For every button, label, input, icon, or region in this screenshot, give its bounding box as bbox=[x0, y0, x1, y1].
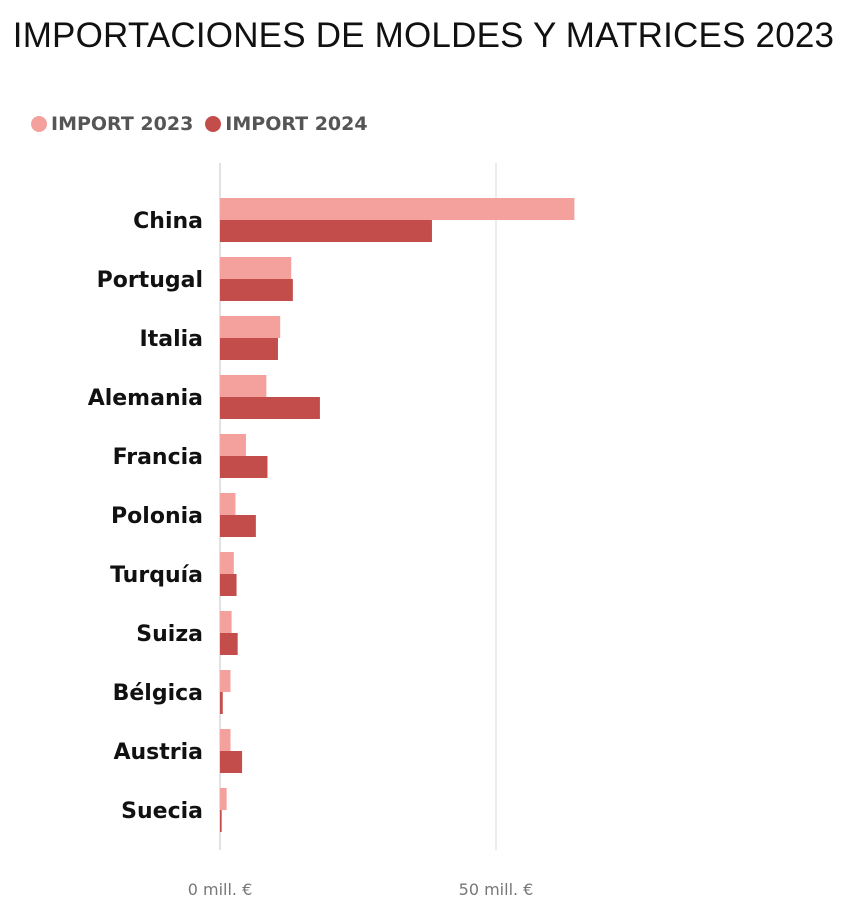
bar-suecia-import-2024 bbox=[220, 810, 222, 832]
bar-belgica-import-2024 bbox=[220, 692, 223, 714]
category-label-suiza: Suiza bbox=[136, 622, 203, 647]
chart-title: IMPORTACIONES DE MOLDES Y MATRICES 2023 bbox=[12, 16, 835, 55]
bar-china-import-2023 bbox=[220, 198, 575, 220]
legend: IMPORT 2023 IMPORT 2024 bbox=[31, 112, 380, 136]
bar-italia-import-2023 bbox=[220, 316, 281, 338]
x-tick-label-50: 50 mill. € bbox=[459, 880, 534, 899]
bar-china-import-2024 bbox=[220, 220, 432, 242]
bar-austria-import-2023 bbox=[220, 729, 231, 751]
bar-turquia-import-2023 bbox=[220, 552, 234, 574]
bar-portugal-import-2024 bbox=[220, 279, 293, 301]
bar-suiza-import-2023 bbox=[220, 611, 232, 633]
category-label-polonia: Polonia bbox=[111, 504, 203, 529]
bar-francia-import-2024 bbox=[220, 456, 268, 478]
category-label-austria: Austria bbox=[113, 740, 203, 765]
bar-polonia-import-2023 bbox=[220, 493, 236, 515]
legend-swatch-import-2023 bbox=[31, 116, 47, 132]
category-label-portugal: Portugal bbox=[97, 268, 203, 293]
bar-austria-import-2024 bbox=[220, 751, 243, 773]
bar-suecia-import-2023 bbox=[220, 788, 227, 810]
legend-label-import-2023: IMPORT 2023 bbox=[51, 113, 194, 135]
bar-suiza-import-2024 bbox=[220, 633, 238, 655]
legend-label-import-2024: IMPORT 2024 bbox=[225, 113, 368, 135]
legend-item-import-2023: IMPORT 2023 bbox=[31, 113, 193, 135]
bar-portugal-import-2023 bbox=[220, 257, 292, 279]
category-label-belgica: Bélgica bbox=[113, 681, 203, 706]
bar-turquia-import-2024 bbox=[220, 574, 237, 596]
bar-polonia-import-2024 bbox=[220, 515, 256, 537]
category-label-turquia: Turquía bbox=[110, 563, 203, 588]
bar-belgica-import-2023 bbox=[220, 670, 231, 692]
bar-francia-import-2023 bbox=[220, 434, 246, 456]
bar-alemania-import-2024 bbox=[220, 397, 320, 419]
category-label-francia: Francia bbox=[113, 445, 203, 470]
category-label-suecia: Suecia bbox=[121, 799, 203, 824]
category-label-alemania: Alemania bbox=[88, 386, 203, 411]
legend-item-import-2024: IMPORT 2024 bbox=[205, 113, 368, 135]
category-label-italia: Italia bbox=[140, 327, 203, 352]
x-tick-label-0: 0 mill. € bbox=[188, 880, 253, 899]
bar-alemania-import-2023 bbox=[220, 375, 267, 397]
bar-italia-import-2024 bbox=[220, 338, 278, 360]
category-label-china: China bbox=[133, 209, 203, 234]
legend-swatch-import-2024 bbox=[205, 116, 222, 132]
